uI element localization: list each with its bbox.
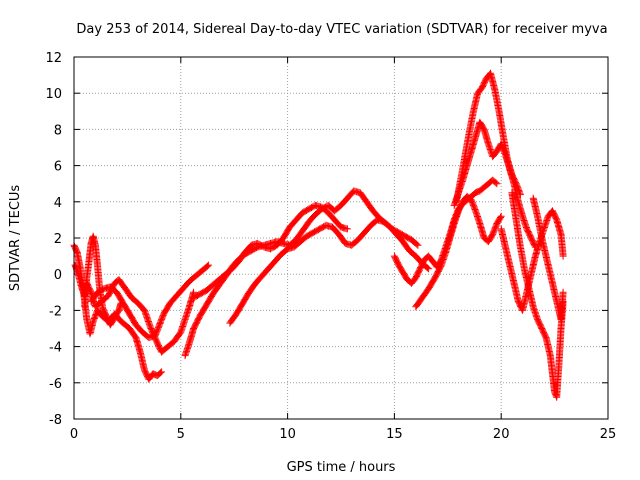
- data-point-plus-marker: [414, 241, 422, 249]
- data-point-plus-marker: [204, 262, 211, 270]
- data-point-plus-marker: [425, 265, 433, 273]
- chart-title: Day 253 of 2014, Sidereal Day-to-day VTE…: [76, 22, 607, 37]
- series-track-g: [226, 216, 433, 327]
- y-axis-label: SDTVAR / TECUs: [8, 185, 23, 292]
- x-tick-label: 0: [70, 427, 78, 442]
- y-tick-label: 0: [54, 268, 62, 283]
- data-point-plus-marker: [343, 225, 351, 233]
- data-point-plus-marker: [205, 261, 213, 269]
- y-tick-label: -8: [49, 413, 62, 428]
- data-point-plus-marker: [497, 214, 504, 221]
- plot-frame: [73, 56, 609, 420]
- data-point-plus-marker: [493, 180, 501, 188]
- tick-label-layer: 0 5 10 15 20 25 -8 -6 -4 -2 0 2 4 6 8 10 12: [45, 51, 616, 442]
- y-tick-label: 2: [54, 232, 62, 247]
- series-track-d: [87, 261, 213, 342]
- data-point-plus-marker: [497, 212, 505, 220]
- y-tick-label: 6: [54, 160, 62, 175]
- x-tick-label: 25: [600, 427, 617, 442]
- data-points-layer: [70, 69, 567, 401]
- y-tick-label: 10: [45, 87, 62, 102]
- data-point-plus-marker: [157, 369, 164, 377]
- data-point-plus-marker: [424, 264, 431, 272]
- x-tick-label: 5: [177, 427, 185, 442]
- x-tick-label: 20: [493, 427, 510, 442]
- x-axis-label: GPS time / hours: [287, 460, 396, 475]
- series-track-k: [450, 118, 539, 251]
- data-point-plus-marker: [158, 368, 166, 376]
- data-point-plus-marker: [492, 179, 500, 187]
- x-tick-label: 10: [279, 427, 296, 442]
- data-point-plus-marker: [413, 240, 421, 248]
- x-tick-label: 15: [386, 427, 403, 442]
- y-tick-label: -4: [49, 341, 62, 356]
- series-track-c: [81, 276, 198, 356]
- y-tick-label: -6: [49, 377, 62, 392]
- series-track-m: [508, 189, 567, 401]
- y-tick-label: 12: [45, 51, 62, 66]
- series-track-l: [497, 207, 567, 314]
- data-point-plus-marker: [559, 252, 567, 260]
- series-track-n: [529, 194, 567, 323]
- data-point-plus-marker: [559, 288, 567, 296]
- series-track-i: [412, 192, 505, 311]
- y-tick-label: 8: [54, 123, 62, 138]
- y-tick-label: -2: [49, 304, 62, 319]
- y-tick-label: 4: [54, 196, 62, 211]
- series-track-f: [190, 201, 351, 302]
